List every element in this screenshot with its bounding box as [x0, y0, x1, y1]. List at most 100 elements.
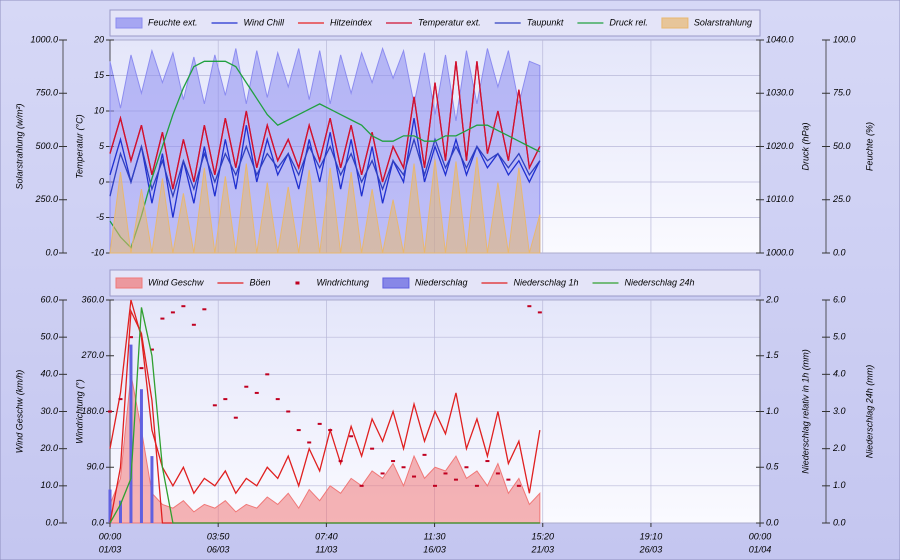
- y-tick-label: 0.0: [766, 517, 779, 527]
- x-tick-date: 01/03: [99, 544, 122, 554]
- point: [506, 478, 511, 481]
- axis-title: Temperatur (°C): [74, 114, 84, 178]
- y-tick-label: 270.0: [80, 350, 104, 360]
- y-tick-label: 750.0: [35, 88, 58, 98]
- point: [286, 410, 291, 413]
- axis-title: Feuchte (%): [864, 122, 874, 171]
- axis-title: Solarstrahlung (w/m²): [14, 103, 24, 189]
- line: [109, 137, 541, 199]
- y-tick-label: 500.0: [35, 141, 58, 151]
- point: [516, 484, 521, 487]
- point: [380, 472, 385, 475]
- x-tick-date: 16/03: [423, 544, 446, 554]
- legend-label: Niederschlag 1h: [513, 277, 578, 287]
- point: [338, 460, 343, 463]
- x-tick-date: 11/03: [315, 544, 337, 554]
- y-tick-label: 75.0: [833, 88, 851, 98]
- y-tick-label: 0.0: [45, 517, 58, 527]
- point: [422, 453, 427, 456]
- y-tick-label: 25.0: [832, 194, 851, 204]
- y-tick-label: 10.0: [40, 480, 58, 490]
- y-tick-label: 1.0: [833, 480, 846, 490]
- x-tick-label: 11:30: [424, 531, 446, 541]
- y-tick-label: 0.5: [766, 462, 780, 472]
- point: [139, 367, 144, 370]
- y-tick-label: 5.0: [833, 332, 846, 342]
- point: [453, 478, 458, 481]
- point: [307, 441, 312, 444]
- point: [328, 429, 333, 432]
- y-tick-label: 0.0: [91, 517, 104, 527]
- area: [109, 157, 541, 254]
- point: [443, 472, 448, 475]
- y-tick-label: 2.0: [765, 294, 779, 304]
- point: [527, 305, 532, 308]
- bar: [118, 500, 122, 523]
- point: [244, 385, 249, 388]
- point: [296, 429, 301, 432]
- legend-label: Wind Geschw: [148, 277, 204, 287]
- y-tick-label: 2.0: [832, 443, 846, 453]
- y-tick-label: 1010.0: [766, 194, 794, 204]
- legend-label: Windrichtung: [316, 277, 368, 287]
- bar: [150, 456, 154, 523]
- axis-title: Druck (hPa): [800, 122, 810, 170]
- y-tick-label: 0.0: [833, 247, 846, 257]
- point: [149, 348, 154, 351]
- point: [254, 391, 259, 394]
- point: [433, 484, 437, 487]
- line: [109, 299, 541, 495]
- bar: [108, 489, 112, 523]
- y-tick-label: 3.0: [833, 406, 846, 416]
- legend-label: Niederschlag: [415, 277, 468, 287]
- legend-label: Böen: [249, 277, 270, 287]
- point: [349, 435, 354, 438]
- point: [537, 311, 542, 314]
- point: [128, 336, 133, 339]
- area: [109, 374, 541, 524]
- y-tick-label: 5: [99, 141, 105, 151]
- x-tick-label: 03:50: [207, 531, 230, 541]
- y-tick-label: 180.0: [81, 406, 104, 416]
- point: [275, 398, 280, 401]
- point: [108, 410, 112, 413]
- point: [170, 311, 175, 314]
- point: [265, 373, 270, 376]
- x-tick-date: 06/03: [207, 544, 230, 554]
- point: [464, 466, 469, 469]
- x-tick-date: 01/04: [749, 544, 772, 554]
- point: [474, 484, 479, 487]
- legend-label: Wind Chill: [244, 17, 285, 27]
- y-tick-label: 1020.0: [766, 141, 794, 151]
- y-tick-label: 1030.0: [766, 88, 794, 98]
- y-tick-label: 250.0: [34, 194, 58, 204]
- point: [160, 317, 165, 320]
- point: [359, 484, 364, 487]
- legend-swatch: [115, 17, 143, 29]
- legend-label: Taupunkt: [527, 17, 564, 27]
- x-tick-label: 15:20: [531, 531, 554, 541]
- axis-title: Niederschlag relativ in 1h (mm): [800, 349, 810, 474]
- legend-label: Temperatur ext.: [418, 17, 481, 27]
- y-tick-label: 1000.0: [766, 247, 794, 257]
- x-tick-label: 00:00: [749, 531, 772, 541]
- y-tick-label: 0.0: [833, 517, 846, 527]
- y-tick-label: 4.0: [833, 369, 846, 379]
- axis-title: Wind Geschw (km/h): [14, 370, 24, 453]
- legend-swatch: [115, 277, 143, 289]
- axis-title: Niederschlag 24h (mm): [864, 365, 874, 459]
- point: [212, 404, 217, 407]
- y-tick-label: 50.0: [833, 141, 851, 151]
- point: [370, 447, 375, 450]
- y-tick-label: 100.0: [833, 34, 856, 44]
- point: [412, 475, 417, 478]
- x-tick-label: 19:10: [640, 531, 663, 541]
- y-tick-label: 40.0: [40, 369, 58, 379]
- y-tick-label: 15: [94, 70, 105, 80]
- axis-title: Windrichtung (°): [74, 379, 84, 444]
- y-tick-label: 90.0: [86, 462, 104, 472]
- x-tick-date: 21/03: [530, 544, 554, 554]
- y-tick-label: 0: [99, 176, 104, 186]
- y-tick-label: 1.5: [766, 350, 780, 360]
